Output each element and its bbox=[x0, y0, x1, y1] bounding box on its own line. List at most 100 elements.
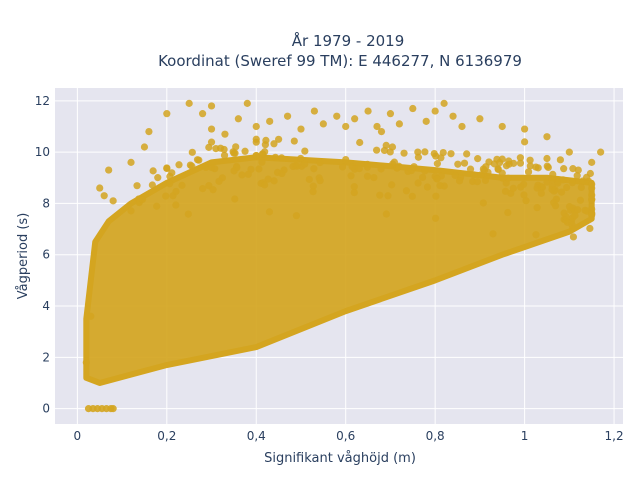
data-point bbox=[350, 183, 358, 191]
data-point bbox=[310, 165, 318, 173]
data-point bbox=[339, 163, 347, 171]
data-point bbox=[504, 174, 512, 182]
data-point bbox=[395, 162, 403, 170]
data-point bbox=[569, 225, 577, 233]
data-point bbox=[466, 165, 475, 173]
data-point bbox=[574, 206, 582, 214]
data-point bbox=[423, 183, 432, 191]
data-point bbox=[172, 187, 180, 196]
data-point bbox=[588, 211, 596, 219]
data-point bbox=[569, 233, 578, 241]
data-point bbox=[163, 110, 171, 118]
data-point bbox=[384, 192, 392, 200]
data-point bbox=[275, 135, 283, 143]
data-point bbox=[597, 148, 605, 156]
data-point bbox=[532, 163, 540, 171]
data-point bbox=[283, 112, 292, 120]
data-point bbox=[127, 207, 135, 215]
data-point bbox=[87, 312, 95, 320]
data-point bbox=[207, 102, 216, 110]
data-point bbox=[356, 138, 364, 147]
data-point bbox=[127, 158, 135, 166]
data-point bbox=[207, 125, 216, 133]
data-point bbox=[388, 143, 397, 151]
chart-title-line2: Koordinat (Sweref 99 TM): E 446277, N 61… bbox=[158, 52, 522, 70]
data-point bbox=[422, 117, 430, 125]
data-point bbox=[220, 151, 229, 159]
data-point bbox=[301, 147, 309, 155]
data-point bbox=[278, 154, 286, 162]
data-point bbox=[402, 187, 410, 195]
data-point bbox=[521, 125, 529, 133]
data-point bbox=[244, 170, 252, 178]
data-point bbox=[270, 177, 278, 185]
data-point bbox=[588, 158, 596, 166]
data-point bbox=[221, 130, 229, 138]
data-point bbox=[522, 197, 530, 205]
data-point bbox=[162, 192, 170, 200]
data-point bbox=[261, 181, 269, 189]
x-tick-label: 0,6 bbox=[336, 429, 355, 443]
data-point bbox=[140, 143, 149, 151]
data-point bbox=[105, 166, 113, 174]
data-point bbox=[342, 122, 350, 131]
data-point bbox=[292, 212, 301, 220]
x-tick-label: 1 bbox=[521, 429, 529, 443]
data-point bbox=[231, 195, 239, 203]
data-point bbox=[178, 181, 186, 189]
data-point bbox=[377, 128, 386, 136]
y-tick-label: 2 bbox=[42, 350, 50, 364]
data-point bbox=[388, 181, 396, 189]
data-point bbox=[266, 117, 274, 125]
data-point bbox=[414, 148, 422, 156]
data-point bbox=[568, 179, 577, 187]
data-point bbox=[533, 204, 541, 212]
data-point bbox=[454, 160, 462, 168]
x-tick-label: 0,2 bbox=[157, 429, 176, 443]
data-point bbox=[342, 156, 350, 164]
x-axis-ticks: 0 0,2 0,4 0,6 0,8 1 1,2 bbox=[74, 429, 624, 443]
data-point bbox=[520, 191, 528, 199]
data-point bbox=[309, 182, 317, 190]
data-point bbox=[348, 162, 356, 171]
data-point bbox=[576, 196, 585, 204]
data-point bbox=[238, 171, 246, 179]
data-point bbox=[408, 192, 416, 200]
data-point bbox=[494, 165, 502, 174]
data-point bbox=[421, 167, 429, 175]
data-point bbox=[571, 211, 579, 220]
data-point bbox=[516, 159, 525, 167]
data-point bbox=[458, 122, 466, 131]
data-point bbox=[258, 150, 266, 158]
data-point bbox=[516, 154, 524, 162]
data-point bbox=[431, 214, 440, 222]
data-point bbox=[316, 158, 324, 167]
y-tick-label: 6 bbox=[42, 248, 50, 262]
data-point bbox=[480, 166, 489, 174]
data-point bbox=[188, 162, 196, 170]
data-point bbox=[310, 107, 319, 115]
data-point bbox=[333, 112, 341, 120]
data-point bbox=[409, 104, 417, 113]
data-point bbox=[489, 230, 497, 238]
data-point bbox=[521, 138, 529, 146]
data-point bbox=[133, 182, 141, 190]
data-point bbox=[290, 137, 298, 145]
data-point bbox=[557, 188, 566, 196]
data-point bbox=[588, 195, 596, 203]
data-point bbox=[355, 164, 363, 173]
data-point bbox=[565, 203, 574, 211]
chart-title-line1: År 1979 - 2019 bbox=[292, 31, 405, 50]
data-point bbox=[316, 177, 324, 185]
data-point bbox=[563, 183, 571, 192]
data-point bbox=[543, 162, 551, 170]
data-point bbox=[463, 150, 471, 158]
data-point bbox=[543, 154, 551, 163]
data-point bbox=[193, 156, 202, 164]
y-tick-label: 0 bbox=[42, 402, 50, 416]
data-point bbox=[382, 141, 390, 149]
data-point bbox=[370, 173, 378, 182]
data-point bbox=[376, 191, 384, 199]
data-point bbox=[207, 163, 216, 172]
